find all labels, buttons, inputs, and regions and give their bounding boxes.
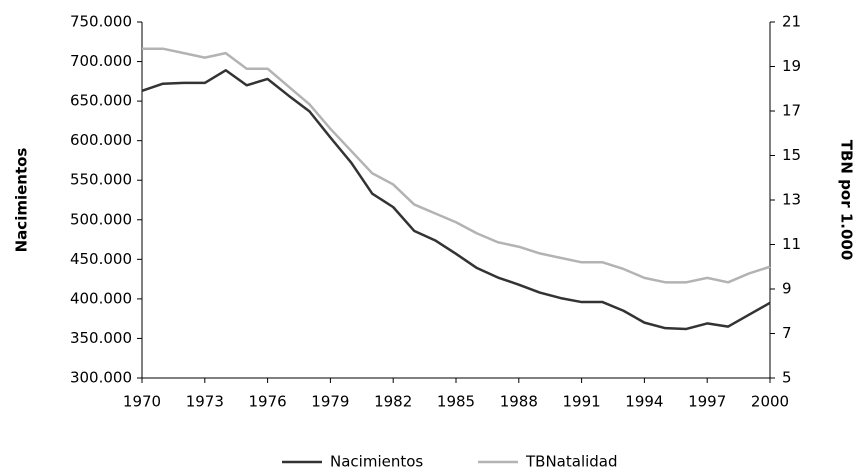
y2-tick-label: 13: [782, 191, 801, 209]
y2-tick-label: 21: [782, 13, 801, 31]
legend-label: TBNatalidad: [525, 453, 618, 471]
x-tick-label: 1973: [186, 393, 224, 411]
y-tick-label: 750.000: [70, 13, 132, 31]
legend-label: Nacimientos: [330, 453, 423, 471]
x-tick-label: 1982: [374, 393, 412, 411]
y2-tick-label: 17: [782, 102, 801, 120]
x-tick-label: 1976: [249, 393, 287, 411]
y2-tick-label: 9: [782, 280, 792, 298]
x-tick-label: 1997: [688, 393, 726, 411]
line-series: [142, 47, 771, 284]
x-tick-label: 1979: [311, 393, 349, 411]
y-tick-label: 400.000: [70, 289, 132, 307]
x-tick-label: 2000: [751, 393, 789, 411]
y2-tick-label: 7: [782, 324, 792, 342]
y2-tick-label: 15: [782, 146, 801, 164]
y-tick-label: 300.000: [70, 369, 132, 387]
y2-tick-label: 19: [782, 57, 801, 75]
y-tick-label: 450.000: [70, 250, 132, 268]
line-series: [141, 69, 771, 331]
y-tick-label: 700.000: [70, 52, 132, 70]
y2-axis-label: TBN por 1.000: [838, 140, 856, 261]
y2-tick-label: 5: [782, 369, 792, 387]
y-tick-label: 550.000: [70, 171, 132, 189]
x-tick-label: 1985: [437, 393, 475, 411]
y-axis-label: Nacimientos: [13, 148, 31, 253]
x-tick-label: 1991: [563, 393, 601, 411]
y-tick-label: 350.000: [70, 329, 132, 347]
y-tick-label: 650.000: [70, 92, 132, 110]
y-tick-label: 600.000: [70, 131, 132, 149]
y-tick-label: 500.000: [70, 210, 132, 228]
y2-tick-label: 11: [782, 235, 801, 253]
x-tick-label: 1988: [500, 393, 538, 411]
x-tick-label: 1994: [625, 393, 663, 411]
x-tick-label: 1970: [123, 393, 161, 411]
